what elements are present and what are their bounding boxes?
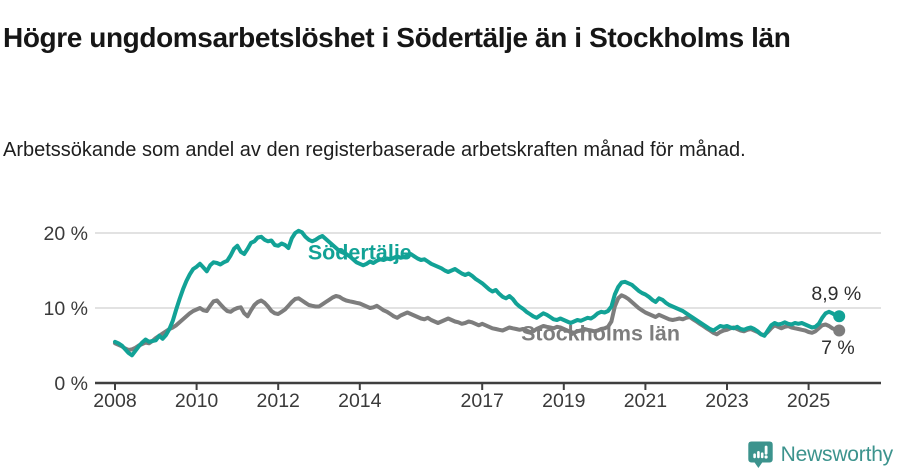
x-axis-label-2025: 2025 xyxy=(787,390,831,412)
series-label-1: Södertälje xyxy=(308,240,412,264)
brand-text: Newsworthy xyxy=(780,442,894,466)
end-value-label-0: 7 % xyxy=(821,337,855,359)
y-axis-label-20: 20 % xyxy=(44,223,88,245)
series-line-0 xyxy=(113,293,842,352)
series-label-0: Stockholms län xyxy=(521,321,680,345)
y-axis-label-0: 0 % xyxy=(54,373,88,395)
x-axis-label-2021: 2021 xyxy=(624,390,667,412)
series-line-1 xyxy=(113,228,842,358)
x-axis-label-2014: 2014 xyxy=(338,390,382,412)
newsworthy-logo[interactable]: Newsworthy xyxy=(747,440,893,469)
series-end-dot-0 xyxy=(833,324,846,337)
x-axis-label-2017: 2017 xyxy=(461,390,504,412)
x-axis-label-2008: 2008 xyxy=(93,390,136,412)
y-axis-label-10: 10 % xyxy=(44,298,88,320)
newsworthy-speech-bubble-barchart-icon xyxy=(747,441,773,468)
chart-subtitle: Arbetssökande som andel av den registerb… xyxy=(3,139,746,161)
end-value-label-1: 8,9 % xyxy=(811,283,861,305)
x-axis-label-2010: 2010 xyxy=(175,390,219,412)
series-end-dot-1 xyxy=(833,310,846,323)
x-axis-label-2019: 2019 xyxy=(542,390,585,412)
x-axis-label-2012: 2012 xyxy=(257,390,300,412)
page-title: Högre ungdomsarbetslöshet i Södertälje ä… xyxy=(3,21,791,53)
x-axis-label-2023: 2023 xyxy=(705,390,748,412)
